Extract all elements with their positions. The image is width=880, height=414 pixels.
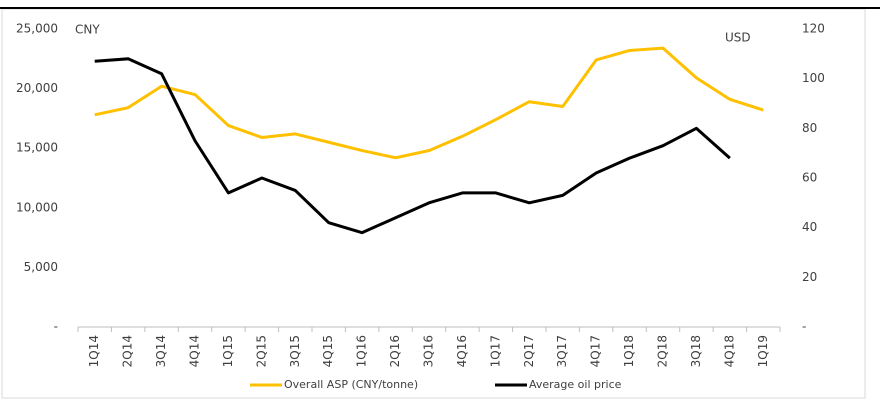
x-tick-label: 1Q19 [756,335,770,367]
legend-label: Overall ASP (CNY/tonne) [284,378,418,391]
y2-tick-label: 60 [802,171,817,185]
x-tick-label: 1Q17 [488,335,502,367]
x-tick-label: 3Q17 [555,335,569,367]
x-tick-label: 3Q18 [689,335,703,367]
y-tick-label: 15,000 [16,141,58,155]
y2-tick-label: - [802,320,806,334]
y-tick-label: 25,000 [16,22,58,36]
y-tick-label: 5,000 [24,260,58,274]
x-tick-label: 1Q14 [87,335,101,367]
x-tick-label: 2Q18 [656,335,670,367]
series-line [94,46,764,160]
x-tick-label: 1Q16 [355,335,369,367]
x-tick-label: 3Q16 [422,335,436,367]
x-tick-label: 4Q16 [455,335,469,367]
x-tick-label: 2Q14 [121,335,135,367]
y2-tick-label: 120 [802,22,825,36]
y-tick-label: 10,000 [16,200,58,214]
y-axis-label: CNY [75,23,100,37]
legend-label: Average oil price [529,378,622,391]
y2-tick-label: 20 [802,270,817,284]
x-tick-label: 4Q15 [321,335,335,367]
x-tick-label: 3Q15 [288,335,302,367]
x-tick-label: 4Q18 [722,335,736,367]
x-tick-label: 1Q15 [221,335,235,367]
x-tick-label: 2Q17 [522,335,536,367]
x-tick-label: 3Q14 [154,335,168,367]
y2-tick-label: 100 [802,71,825,85]
y-tick-label: 20,000 [16,81,58,95]
x-tick-label: 4Q17 [589,335,603,367]
x-tick-label: 2Q15 [254,335,268,367]
series-line [94,57,731,235]
x-tick-label: 1Q18 [622,335,636,367]
x-tick-label: 4Q14 [188,335,202,367]
y2-axis-label: USD [725,31,751,45]
y2-tick-label: 80 [802,121,817,135]
y2-tick-label: 40 [802,220,817,234]
x-tick-label: 2Q16 [388,335,402,367]
y-tick-label: - [54,320,58,334]
